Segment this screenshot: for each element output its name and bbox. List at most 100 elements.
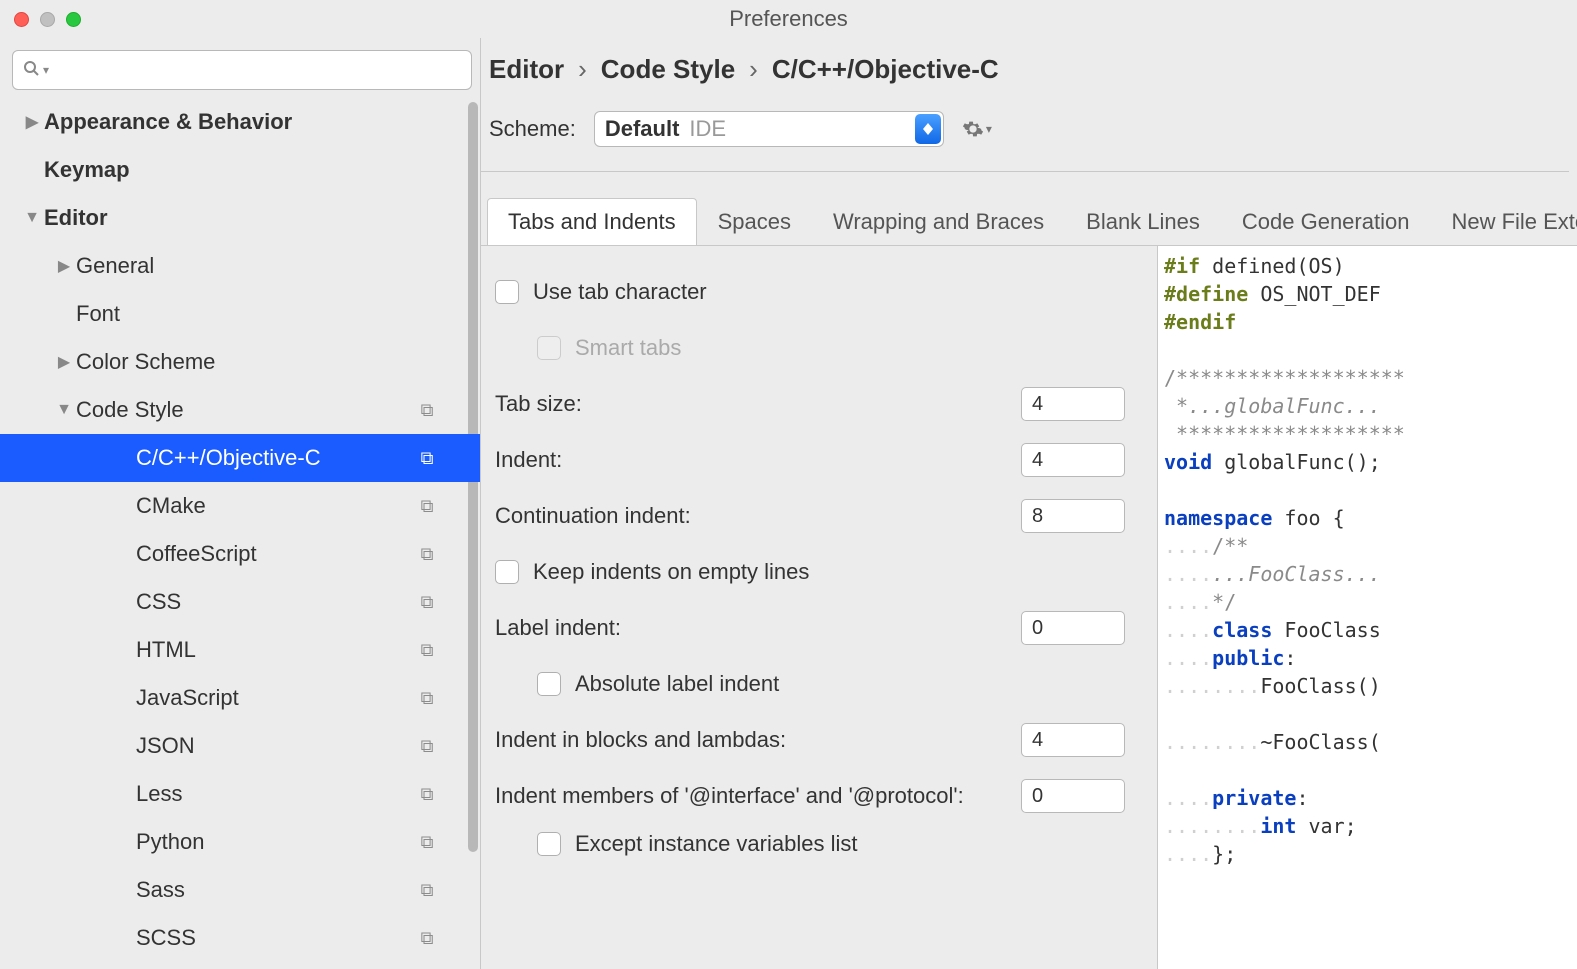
minimize-window-button[interactable] (40, 12, 55, 27)
scheme-value: Default (605, 116, 680, 142)
copy-icon: ⧉ (414, 448, 440, 469)
copy-icon: ⧉ (414, 832, 440, 853)
use-tab-label: Use tab character (533, 279, 1147, 305)
smart-tabs-label: Smart tabs (575, 335, 1147, 361)
tab-wrapping-and-braces[interactable]: Wrapping and Braces (812, 198, 1065, 245)
sidebar-item-label: Font (76, 301, 440, 327)
continuation-indent-label: Continuation indent: (495, 503, 1021, 529)
sidebar-item-label: Color Scheme (76, 349, 440, 375)
keep-indents-checkbox[interactable] (495, 560, 519, 584)
copy-icon: ⧉ (414, 544, 440, 565)
tab-code-generation[interactable]: Code Generation (1221, 198, 1431, 245)
absolute-label-indent-checkbox[interactable] (537, 672, 561, 696)
tab-size-input[interactable]: 4 (1021, 387, 1125, 421)
copy-icon: ⧉ (414, 736, 440, 757)
sidebar-item-json[interactable]: JSON⧉ (0, 722, 480, 770)
settings-pane: Use tab character Smart tabs Tab size: 4… (481, 246, 1157, 969)
sidebar-item-label: CSS (136, 589, 414, 615)
sidebar-item-label: Keymap (44, 157, 440, 183)
divider (481, 171, 1569, 172)
search-input[interactable]: ▾ (12, 50, 472, 90)
sidebar-item-c-c-objective-c[interactable]: C/C++/Objective-C⧉ (0, 434, 480, 482)
breadcrumb: Editor › Code Style › C/C++/Objective-C (481, 38, 1577, 93)
tab-blank-lines[interactable]: Blank Lines (1065, 198, 1221, 245)
sidebar-item-appearance-behavior[interactable]: ▶Appearance & Behavior (0, 98, 480, 146)
label-indent-input[interactable]: 0 (1021, 611, 1125, 645)
sidebar-item-label: Less (136, 781, 414, 807)
sidebar-item-label: Code Style (76, 397, 414, 423)
sidebar-item-color-scheme[interactable]: ▶Color Scheme (0, 338, 480, 386)
sidebar-item-label: Appearance & Behavior (44, 109, 440, 135)
sidebar-item-general[interactable]: ▶General (0, 242, 480, 290)
sidebar-item-label: JSON (136, 733, 414, 759)
sidebar-item-font[interactable]: Font (0, 290, 480, 338)
sidebar-item-javascript[interactable]: JavaScript⧉ (0, 674, 480, 722)
tab-size-label: Tab size: (495, 391, 1021, 417)
close-window-button[interactable] (14, 12, 29, 27)
blocks-indent-input[interactable]: 4 (1021, 723, 1125, 757)
sidebar-item-python[interactable]: Python⧉ (0, 818, 480, 866)
sidebar-item-cmake[interactable]: CMake⧉ (0, 482, 480, 530)
absolute-label-indent-label: Absolute label indent (575, 671, 1147, 697)
chevron-down-icon: ▼ (20, 209, 44, 227)
code-preview: #if defined(OS) #define OS_NOT_DEF #endi… (1157, 246, 1577, 969)
copy-icon: ⧉ (414, 880, 440, 901)
sidebar-item-label: Sass (136, 877, 414, 903)
scheme-select[interactable]: Default IDE (594, 111, 944, 147)
sidebar-item-code-style[interactable]: ▼Code Style⧉ (0, 386, 480, 434)
chevron-right-icon: ▶ (20, 112, 44, 132)
keep-indents-label: Keep indents on empty lines (533, 559, 1147, 585)
sidebar-item-css[interactable]: CSS⧉ (0, 578, 480, 626)
indent-label: Indent: (495, 447, 1021, 473)
copy-icon: ⧉ (414, 784, 440, 805)
breadcrumb-item[interactable]: C/C++/Objective-C (772, 54, 999, 85)
except-ivars-label: Except instance variables list (575, 831, 1147, 857)
chevron-down-icon: ▼ (52, 401, 76, 419)
copy-icon: ⧉ (414, 928, 440, 949)
sidebar-item-label: JavaScript (136, 685, 414, 711)
scheme-scope: IDE (689, 116, 726, 142)
sidebar-item-coffeescript[interactable]: CoffeeScript⧉ (0, 530, 480, 578)
breadcrumb-sep: › (578, 54, 587, 85)
except-ivars-checkbox[interactable] (537, 832, 561, 856)
breadcrumb-item[interactable]: Editor (489, 54, 564, 85)
sidebar-item-label: Python (136, 829, 414, 855)
maximize-window-button[interactable] (66, 12, 81, 27)
sidebar-item-label: C/C++/Objective-C (136, 445, 414, 471)
sidebar-tree: ▶Appearance & BehaviorKeymap▼Editor▶Gene… (0, 98, 480, 969)
blocks-indent-label: Indent in blocks and lambdas: (495, 727, 1021, 753)
sidebar-item-editor[interactable]: ▼Editor (0, 194, 480, 242)
sidebar-item-label: CoffeeScript (136, 541, 414, 567)
sidebar-item-less[interactable]: Less⧉ (0, 770, 480, 818)
chevron-right-icon: ▶ (52, 352, 76, 372)
copy-icon: ⧉ (414, 496, 440, 517)
continuation-indent-input[interactable]: 8 (1021, 499, 1125, 533)
sidebar-item-label: CMake (136, 493, 414, 519)
sidebar-item-sass[interactable]: Sass⧉ (0, 866, 480, 914)
sidebar: ▾ ▶Appearance & BehaviorKeymap▼Editor▶Ge… (0, 38, 480, 969)
select-stepper-icon[interactable] (915, 114, 941, 144)
interface-indent-label: Indent members of '@interface' and '@pro… (495, 783, 1021, 809)
chevron-down-icon: ▾ (43, 63, 49, 77)
search-icon (23, 60, 39, 81)
sidebar-item-label: General (76, 253, 440, 279)
tab-tabs-and-indents[interactable]: Tabs and Indents (487, 198, 697, 246)
tab-spaces[interactable]: Spaces (697, 198, 812, 245)
breadcrumb-item[interactable]: Code Style (601, 54, 735, 85)
scheme-label: Scheme: (489, 116, 576, 142)
sidebar-item-label: Editor (44, 205, 440, 231)
copy-icon: ⧉ (414, 688, 440, 709)
sidebar-item-label: SCSS (136, 925, 414, 951)
sidebar-item-keymap[interactable]: Keymap (0, 146, 480, 194)
main-pane: Editor › Code Style › C/C++/Objective-C … (481, 38, 1577, 969)
indent-input[interactable]: 4 (1021, 443, 1125, 477)
chevron-right-icon: ▶ (52, 256, 76, 276)
tab-new-file-extensio[interactable]: New File Extensio (1430, 198, 1577, 245)
scheme-actions-button[interactable]: ▾ (962, 118, 992, 140)
copy-icon: ⧉ (414, 640, 440, 661)
use-tab-checkbox[interactable] (495, 280, 519, 304)
sidebar-item-scss[interactable]: SCSS⧉ (0, 914, 480, 962)
window-title: Preferences (0, 6, 1577, 32)
sidebar-item-html[interactable]: HTML⧉ (0, 626, 480, 674)
interface-indent-input[interactable]: 0 (1021, 779, 1125, 813)
